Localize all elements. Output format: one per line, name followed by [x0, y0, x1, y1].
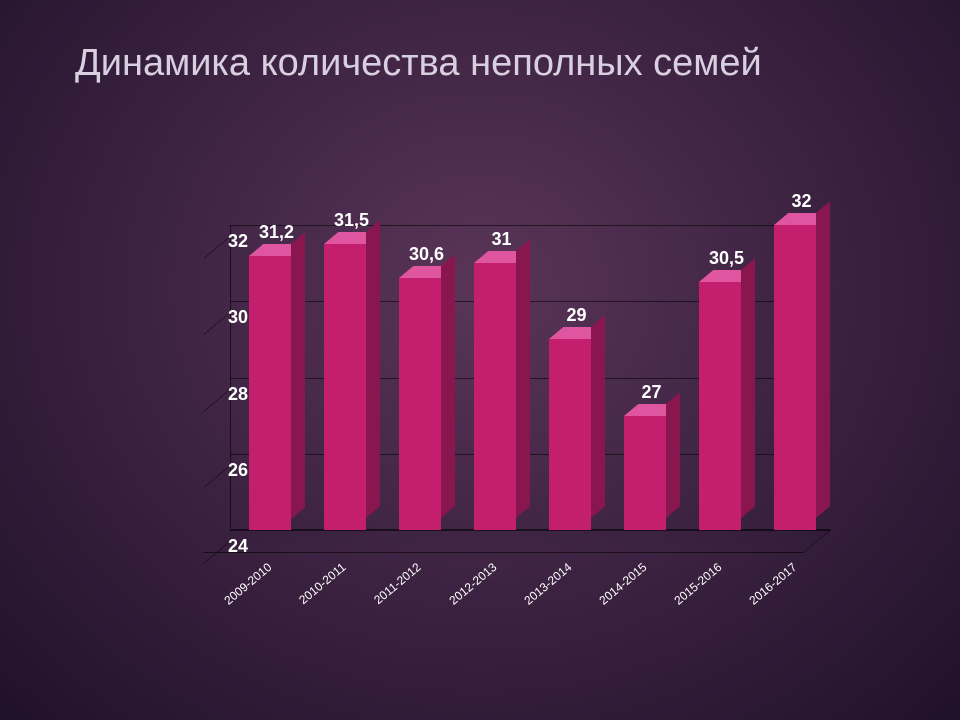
- bar: [324, 244, 366, 530]
- y-axis-label: 30: [198, 307, 248, 328]
- bar-front: [324, 244, 366, 530]
- bar-front: [399, 278, 441, 530]
- slide: Динамика количества неполных семей 24262…: [0, 0, 960, 720]
- bar: [249, 256, 291, 531]
- plot-area: [230, 225, 830, 530]
- x-axis-label: 2014-2015: [596, 560, 649, 608]
- bar-side: [666, 392, 680, 518]
- data-label: 30,5: [709, 248, 744, 269]
- bar-side: [741, 258, 755, 518]
- bar-front: [774, 225, 816, 530]
- data-label: 31: [491, 229, 511, 250]
- bar-front: [474, 263, 516, 530]
- bar-front: [249, 256, 291, 531]
- gridline: [230, 225, 830, 226]
- bar-side: [441, 255, 455, 518]
- slide-title: Динамика количества неполных семей: [75, 40, 885, 88]
- bar: [624, 416, 666, 530]
- bar: [399, 278, 441, 530]
- chart-floor: [203, 530, 831, 553]
- bar-front: [549, 339, 591, 530]
- x-axis-label: 2013-2014: [521, 560, 574, 608]
- y-axis-label: 32: [198, 231, 248, 252]
- data-label: 31,2: [259, 222, 294, 243]
- bar-side: [816, 201, 830, 518]
- x-axis-label: 2009-2010: [221, 560, 274, 608]
- y-axis-label: 28: [198, 384, 248, 405]
- bar-chart: 24 26 28 30 32 31,2 2009-2010 31,5 2010-2011 30,6…: [160, 205, 860, 645]
- x-axis-label: 2016-2017: [746, 560, 799, 608]
- x-axis-label: 2015-2016: [671, 560, 724, 608]
- data-label: 31,5: [334, 210, 369, 231]
- y-axis-label: 26: [198, 460, 248, 481]
- bar: [699, 282, 741, 530]
- bar: [549, 339, 591, 530]
- bar: [774, 225, 816, 530]
- x-axis-label: 2012-2013: [446, 560, 499, 608]
- data-label: 27: [641, 382, 661, 403]
- bar-front: [624, 416, 666, 530]
- bar-side: [591, 316, 605, 518]
- bar-side: [291, 232, 305, 518]
- data-label: 29: [566, 305, 586, 326]
- chart-container: 24 26 28 30 32 31,2 2009-2010 31,5 2010-2011 30,6…: [160, 205, 860, 645]
- y-axis-label: 24: [198, 536, 248, 557]
- bar-front: [699, 282, 741, 530]
- bar-side: [366, 220, 380, 518]
- x-axis-label: 2011-2012: [371, 560, 423, 607]
- bar: [474, 263, 516, 530]
- data-label: 32: [791, 191, 811, 212]
- x-axis-label: 2010-2011: [296, 560, 348, 607]
- data-label: 30,6: [409, 244, 444, 265]
- bar-side: [516, 239, 530, 518]
